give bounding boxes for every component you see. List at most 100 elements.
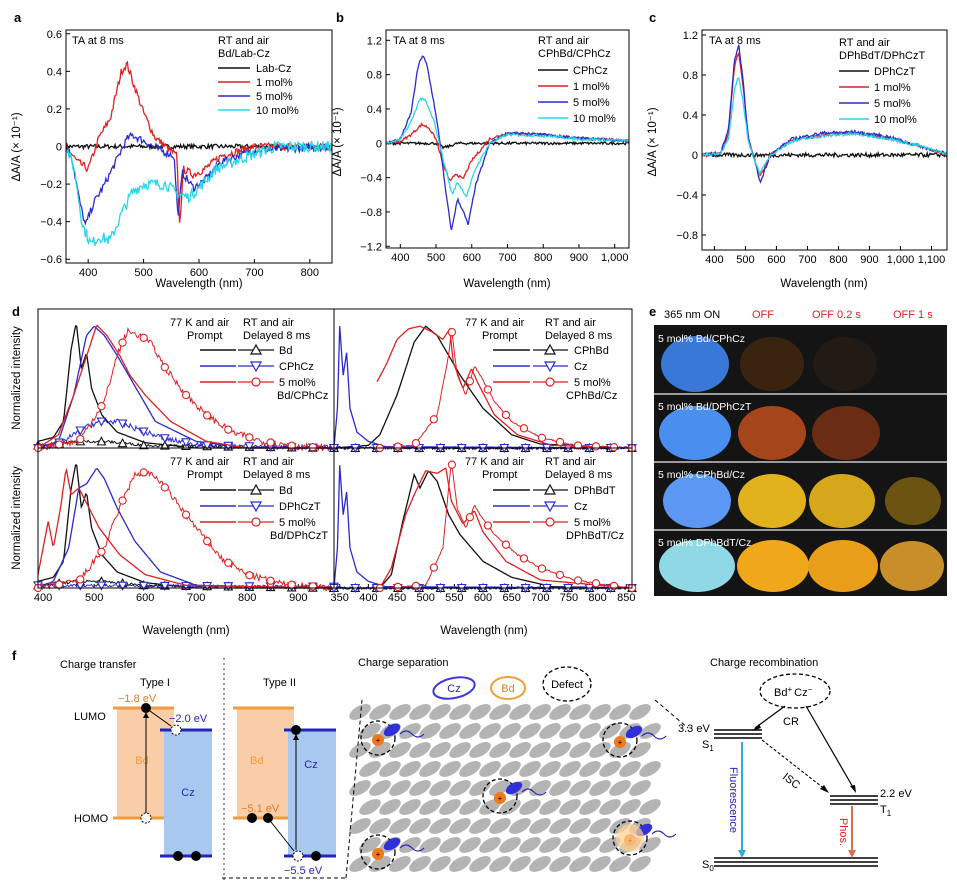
legend-d3-h2: RT and air <box>243 456 294 468</box>
sample-photo-r3-off02 <box>809 474 875 528</box>
marker-d2-5-5 <box>465 377 475 386</box>
lattice-molecule-59 <box>639 761 661 777</box>
x-tick-label-b-6: 1,000 <box>601 252 629 264</box>
x-tick-label-b-3: 700 <box>498 252 516 264</box>
legend-d3-h4: Delayed 8 ms <box>243 469 311 481</box>
legend-d1-marker-3 <box>251 377 261 387</box>
lattice-molecule-126 <box>469 856 491 872</box>
photo-row-label-4: 5 mol% DPhBdT/Cz <box>658 537 751 549</box>
y-tick-label-c-3: 0.4 <box>683 110 698 122</box>
x-tick-label-c-1: 500 <box>736 254 754 266</box>
xlabel-d-right: Wavelength (nm) <box>440 625 527 637</box>
series-c-0 <box>701 150 948 159</box>
lattice-molecule-31 <box>369 742 391 758</box>
sample-photo-r2-off02 <box>812 406 880 460</box>
lattice-molecule-45 <box>359 761 381 777</box>
sample-photo-r4-on <box>659 540 735 592</box>
legend-d1-h2: RT and air <box>243 317 294 329</box>
marker-d1-5-1 <box>54 440 64 449</box>
ylabel-d-bottom: Normalized intensity <box>11 466 23 570</box>
x-tick-label-c-5: 900 <box>860 254 878 266</box>
panel-letter-c: c <box>649 10 656 25</box>
cr-bd-text: Bd+ Cz− <box>774 685 813 699</box>
x-tick-label-d4-1: 400 <box>359 592 377 604</box>
marker-d3-5-11 <box>266 576 275 585</box>
marker-d3-3-4 <box>117 581 128 591</box>
header-off: OFF <box>752 309 774 321</box>
lattice-molecule-20 <box>459 723 481 739</box>
lattice-molecule-21 <box>479 723 501 739</box>
cr-arrowhead-t1 <box>850 785 856 793</box>
legend-title-a-2: Bd/Lab-Cz <box>218 48 270 60</box>
isc-arrowhead <box>820 785 829 793</box>
x-tick-label-c-3: 700 <box>798 254 816 266</box>
x-tick-label-c-4: 800 <box>829 254 847 266</box>
lattice-molecule-79 <box>439 799 461 815</box>
legend-defect-circle <box>542 666 592 702</box>
ta-label-a: TA at 8 ms <box>72 35 124 47</box>
sample-photo-r4-off <box>737 540 809 592</box>
legend-d2-item-3: 5 mol% <box>574 377 611 389</box>
s1-energy: 3.3 eV <box>678 723 710 735</box>
lattice-molecule-94 <box>429 818 451 834</box>
lattice-molecule-49 <box>439 761 461 777</box>
cz-anion-0 <box>383 723 401 737</box>
series-b-0 <box>385 140 630 150</box>
lattice-molecule-77 <box>399 799 421 815</box>
ta-label-b: TA at 8 ms <box>393 35 445 47</box>
x-tick-label-d4-8: 750 <box>560 592 578 604</box>
lattice-molecule-2 <box>389 704 411 720</box>
y-tick-label-b-3: 0 <box>376 138 382 150</box>
y-tick-label-c-5: 1.2 <box>683 30 698 42</box>
bd-cation-plus-2: + <box>498 794 503 803</box>
series-b-1 <box>385 122 630 182</box>
bd-cation-3 <box>372 848 384 860</box>
lattice-molecule-32 <box>389 742 411 758</box>
xlabel-d-left: Wavelength (nm) <box>142 625 229 637</box>
homo-label: HOMO <box>74 813 109 825</box>
lattice-molecule-60 <box>349 780 371 796</box>
legend-d1: 77 K and air RT and air Prompt Delayed 8… <box>170 317 328 402</box>
panel-letter-d: d <box>12 304 20 319</box>
s1-symbol: S <box>702 739 709 751</box>
lattice-molecule-36 <box>469 742 491 758</box>
legend-d2-h4: Delayed 8 ms <box>545 330 613 342</box>
lattice-molecule-81 <box>479 799 501 815</box>
lattice-molecule-133 <box>609 856 631 872</box>
excitation-arrowhead-type2 <box>293 734 299 740</box>
xlabel-c: Wavelength (nm) <box>780 278 867 290</box>
lattice-molecule-84 <box>539 799 561 815</box>
lattice-molecule-13 <box>609 704 631 720</box>
s0-symbol: S <box>702 859 709 871</box>
legend-item-c-3: 5 mol% <box>874 98 911 110</box>
legend-item-b-2: 1 mol% <box>573 81 610 93</box>
y-tick-label-b-2: −0.4 <box>360 173 382 185</box>
zoom-line-right <box>654 699 689 729</box>
marker-d3-5-1 <box>54 580 64 589</box>
y-tick-label-a-6: 0.6 <box>47 29 62 41</box>
marker-d2-5-9 <box>537 433 547 442</box>
ylabel-d-top: Normalized intensity <box>11 326 23 430</box>
pl-chart-d3: 400 500 600 700 800 900 <box>33 464 339 604</box>
lattice-molecule-89 <box>639 799 661 815</box>
lattice-molecule-72 <box>589 780 611 796</box>
marker-d3-5-10 <box>245 571 254 580</box>
legend-item-b-1: CPhCz <box>573 65 608 77</box>
lattice-molecule-132 <box>589 856 611 872</box>
s0-subscript: 0 <box>709 864 714 873</box>
lattice-molecule-111 <box>479 837 501 853</box>
x-tick-label-c-6: 1,000 <box>887 254 915 266</box>
legend-d1-h3: Prompt <box>187 330 222 342</box>
lattice-molecule-74 <box>629 780 651 796</box>
marker-d1-5-8 <box>202 411 212 420</box>
t1-symbol: T <box>880 804 887 816</box>
lattice-molecule-27 <box>599 723 621 739</box>
bd-box-type2 <box>237 708 294 818</box>
s0-text: S0 <box>702 859 714 873</box>
x-tick-label-c-2: 600 <box>767 254 785 266</box>
marker-d4-5-11 <box>573 576 583 585</box>
lattice-molecule-87 <box>599 799 621 815</box>
fluorescence-label: Fluorescence <box>727 767 739 833</box>
x-tick-label-d3-3: 700 <box>187 592 205 604</box>
cz-dot-type1-2 <box>191 851 201 861</box>
